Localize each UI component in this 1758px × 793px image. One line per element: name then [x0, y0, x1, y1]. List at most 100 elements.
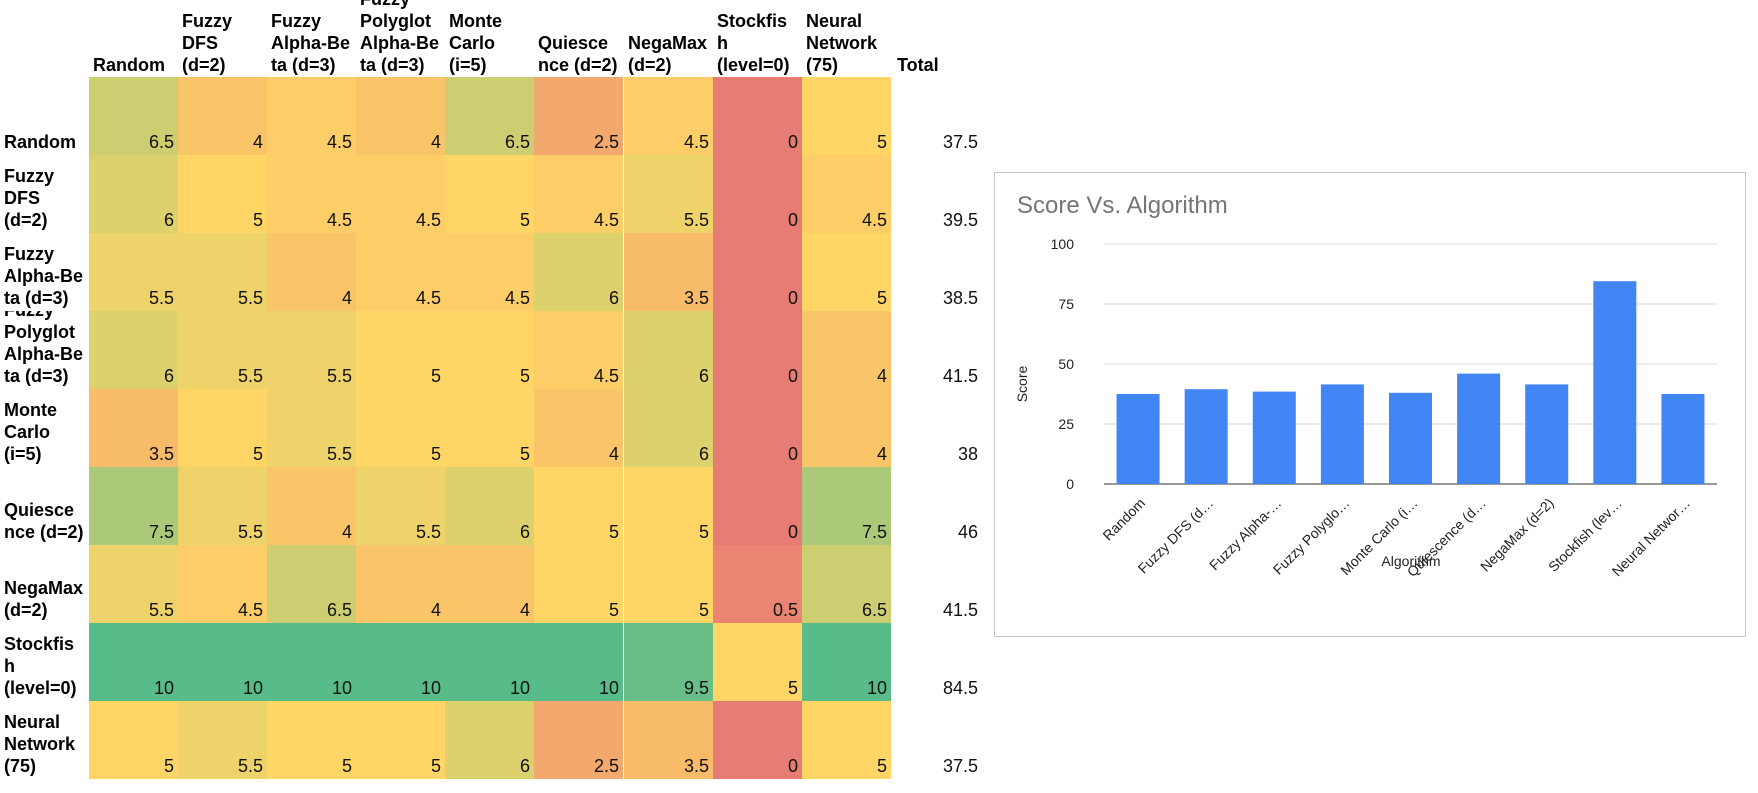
column-header: Stockfis h (level=0) [717, 11, 790, 75]
matrix-cell: 6 [89, 311, 178, 389]
matrix-cell: 2.5 [534, 701, 623, 779]
x-tick-label: Random [1099, 495, 1148, 544]
matrix-cell: 4.5 [178, 545, 267, 623]
y-tick-label: 0 [1066, 476, 1074, 492]
matrix-cell: 2.5 [534, 77, 623, 155]
matrix-cell: 6.5 [89, 77, 178, 155]
row-total: 37.5 [942, 132, 978, 152]
matrix-cell: 5 [445, 155, 534, 233]
row-header: Random [4, 132, 76, 152]
matrix-cell: 5 [713, 623, 802, 701]
matrix-cell: 10 [267, 623, 356, 701]
row-header: Fuzzy Alpha-Be ta (d=3) [4, 244, 84, 308]
matrix-cell: 5.5 [89, 233, 178, 311]
matrix-cell: 5 [534, 467, 623, 545]
matrix-cell: 7.5 [802, 467, 891, 545]
matrix-cell: 4 [267, 233, 356, 311]
matrix-cell: 10 [445, 623, 534, 701]
row-total: 46 [957, 522, 978, 542]
bar [1593, 281, 1637, 484]
matrix-cell: 6.5 [802, 545, 891, 623]
matrix-cell: 5 [178, 155, 267, 233]
matrix-cell: 10 [89, 623, 178, 701]
bar [1389, 392, 1432, 484]
row-total: 41.5 [942, 366, 978, 386]
matrix-cell: 3.5 [89, 389, 178, 467]
matrix-cell: 4.5 [356, 233, 445, 311]
column-header: Fuzzy Alpha-Be ta (d=3) [271, 11, 351, 75]
matrix-cell: 5.5 [178, 311, 267, 389]
matrix-cell: 5 [356, 389, 445, 467]
matrix-cell: 5 [356, 701, 445, 779]
bar [1116, 394, 1160, 484]
matrix-cell: 4.5 [445, 233, 534, 311]
x-axis-title: Algorithm [1381, 553, 1440, 569]
bar [1252, 391, 1296, 484]
column-header: Neural Network (75) [806, 11, 878, 75]
row-total: 38 [957, 444, 978, 464]
matrix-cell: 0 [713, 701, 802, 779]
matrix-cell: 9.5 [624, 623, 713, 701]
matrix-cell: 6 [534, 233, 623, 311]
matrix-cell: 0 [713, 233, 802, 311]
matrix-cell: 5 [802, 233, 891, 311]
matrix-cell: 10 [178, 623, 267, 701]
matrix-cell: 5.5 [356, 467, 445, 545]
matrix-cell: 4.5 [534, 155, 623, 233]
matrix-cell: 5 [445, 389, 534, 467]
row-header: Quiesce nce (d=2) [4, 500, 84, 542]
matrix-cell: 5 [178, 389, 267, 467]
row-total: 41.5 [942, 600, 978, 620]
matrix-cell: 0 [713, 389, 802, 467]
matrix-cell: 0 [713, 155, 802, 233]
bar [1184, 389, 1228, 484]
matrix-cell: 5 [356, 311, 445, 389]
matrix-cell: 3.5 [624, 701, 713, 779]
y-tick-label: 100 [1051, 236, 1075, 252]
matrix-cell: 4 [802, 311, 891, 389]
matrix-cell: 7.5 [89, 467, 178, 545]
matrix-cell: 4 [267, 467, 356, 545]
matrix-cell: 5 [624, 467, 713, 545]
matrix-cell: 10 [802, 623, 891, 701]
row-header: NegaMax (d=2) [4, 578, 84, 620]
matrix-cell: 4.5 [534, 311, 623, 389]
matrix-cell: 6.5 [445, 77, 534, 155]
matrix-cell: 6 [624, 311, 713, 389]
matrix-cell: 4 [802, 389, 891, 467]
matrix-cell: 5 [267, 701, 356, 779]
column-header: Random [93, 55, 165, 75]
matrix-cell: 5.5 [267, 389, 356, 467]
matrix-cell: 4 [356, 545, 445, 623]
matrix-cell: 5.5 [178, 233, 267, 311]
x-tick-label: Fuzzy Alpha-… [1206, 495, 1284, 573]
matrix-cell: 5.5 [624, 155, 713, 233]
matrix-cell: 3.5 [624, 233, 713, 311]
matrix-cell: 0 [713, 77, 802, 155]
column-header: Fuzzy Polyglot Alpha-Be ta (d=3) [360, 0, 440, 75]
matrix-cell: 0 [713, 467, 802, 545]
column-header: Quiesce nce (d=2) [538, 33, 618, 75]
row-total: 39.5 [942, 210, 978, 230]
matrix-cell: 4.5 [624, 77, 713, 155]
matrix-cell: 5 [802, 77, 891, 155]
bar [1525, 384, 1569, 484]
matrix-cell: 4.5 [267, 155, 356, 233]
total-header: Total [897, 55, 939, 75]
row-header: Fuzzy Polyglot Alpha-Be ta (d=3) [4, 311, 84, 386]
matrix-cell: 4 [534, 389, 623, 467]
matrix-cell: 0 [713, 311, 802, 389]
matrix-cell: 4 [356, 77, 445, 155]
column-header: NegaMax (d=2) [628, 33, 708, 75]
matrix-cell: 4.5 [802, 155, 891, 233]
matrix-cell: 4.5 [267, 77, 356, 155]
y-tick-label: 25 [1058, 416, 1074, 432]
row-header: Stockfis h (level=0) [4, 634, 77, 698]
row-total: 84.5 [942, 678, 978, 698]
row-total: 38.5 [942, 288, 978, 308]
matrix-cell: 5.5 [267, 311, 356, 389]
matrix-cell: 5.5 [89, 545, 178, 623]
row-header: Fuzzy DFS (d=2) [4, 166, 55, 230]
bar [1457, 373, 1501, 484]
matrix-cell: 5 [624, 545, 713, 623]
